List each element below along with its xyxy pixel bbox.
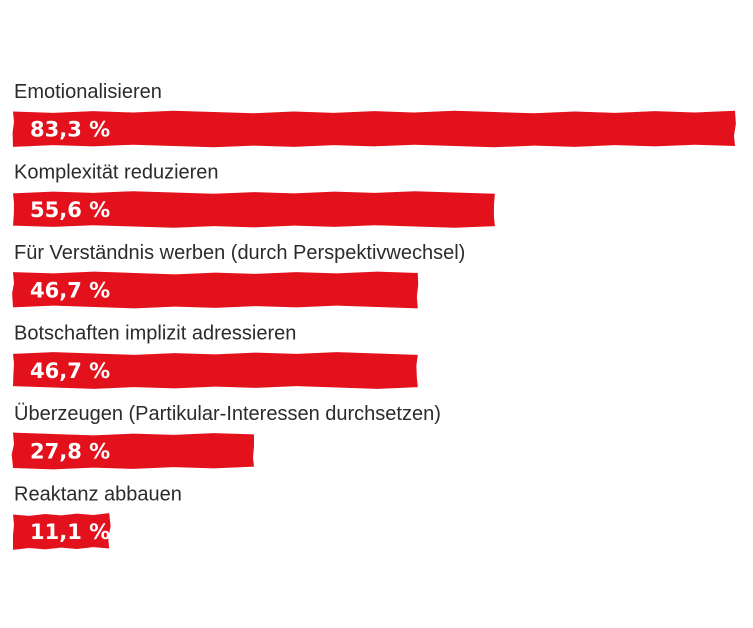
category-label: Emotionalisieren: [14, 81, 162, 103]
value-label: 46,7 %: [30, 279, 110, 303]
category-label: Botschaften implizit adressieren: [14, 323, 296, 345]
bar: [11, 432, 255, 470]
bar: [12, 271, 419, 309]
bar: [13, 352, 418, 389]
category-label: Überzeugen (Partikular-Interessen durchs…: [14, 403, 441, 425]
bar: [13, 513, 111, 550]
category-label: Reaktanz abbauen: [14, 484, 182, 506]
bars-layer: Emotionalisieren 83,3 % Komplexität reduzi…: [11, 81, 736, 550]
value-label: 27,8 %: [30, 440, 110, 464]
category-label: Für Verständnis werben (durch Perspektiv…: [14, 242, 465, 264]
bar: [13, 191, 495, 228]
value-label: 83,3 %: [30, 118, 110, 142]
category-label: Komplexität reduzieren: [14, 162, 219, 184]
value-label: 11,1 %: [30, 520, 110, 544]
bar: [12, 110, 736, 148]
value-label: 55,6 %: [30, 198, 110, 222]
value-label: 46,7 %: [30, 359, 110, 383]
